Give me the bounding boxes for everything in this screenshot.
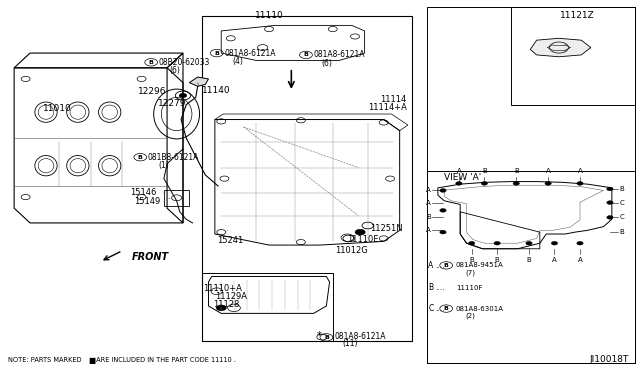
Text: (6): (6) xyxy=(170,66,180,75)
Circle shape xyxy=(216,305,227,311)
Text: B: B xyxy=(428,283,433,292)
Text: B: B xyxy=(426,214,431,220)
Circle shape xyxy=(179,93,187,98)
Bar xyxy=(511,7,636,105)
Text: 12279: 12279 xyxy=(157,99,186,108)
Circle shape xyxy=(456,182,462,185)
Text: 11110F: 11110F xyxy=(456,285,482,291)
Text: A: A xyxy=(426,187,431,193)
Text: 11140: 11140 xyxy=(202,86,230,95)
Circle shape xyxy=(607,215,613,219)
Text: 11012G: 11012G xyxy=(335,246,367,255)
Text: 11114: 11114 xyxy=(381,95,407,104)
Text: 081A8-6121A: 081A8-6121A xyxy=(225,49,276,58)
Text: 15149: 15149 xyxy=(134,197,160,206)
Text: ....: .... xyxy=(435,283,445,292)
Text: FRONT: FRONT xyxy=(132,252,169,262)
Text: A: A xyxy=(578,168,582,174)
Text: C: C xyxy=(620,200,624,206)
Text: B: B xyxy=(495,257,500,263)
Text: 11110: 11110 xyxy=(255,11,284,20)
Circle shape xyxy=(577,241,583,245)
Text: JI10018T: JI10018T xyxy=(589,355,629,364)
Circle shape xyxy=(440,230,446,234)
Text: B: B xyxy=(138,155,143,160)
Circle shape xyxy=(545,182,551,185)
Text: 11110E: 11110E xyxy=(347,235,378,244)
Text: A: A xyxy=(426,227,431,233)
Circle shape xyxy=(355,229,365,235)
Text: B: B xyxy=(620,229,624,235)
Bar xyxy=(202,273,333,341)
Circle shape xyxy=(607,187,613,191)
Bar xyxy=(164,190,189,206)
Circle shape xyxy=(577,182,583,185)
Text: ■: ■ xyxy=(88,356,95,365)
Text: B: B xyxy=(620,186,624,192)
Text: 11128: 11128 xyxy=(213,300,239,310)
Bar xyxy=(427,7,636,363)
Text: 081B8-6121A: 081B8-6121A xyxy=(148,153,199,162)
Circle shape xyxy=(607,201,613,205)
Text: B: B xyxy=(148,60,154,65)
Circle shape xyxy=(526,241,532,245)
Text: C: C xyxy=(620,214,624,220)
Circle shape xyxy=(513,182,520,185)
Text: 11121Z: 11121Z xyxy=(559,10,595,20)
Circle shape xyxy=(551,241,557,245)
Text: B: B xyxy=(469,257,474,263)
Circle shape xyxy=(494,241,500,245)
Text: (4): (4) xyxy=(232,57,243,66)
Text: A: A xyxy=(426,200,431,206)
Text: 081A8-9451A: 081A8-9451A xyxy=(456,262,504,268)
Text: 11110+A: 11110+A xyxy=(204,284,243,293)
Text: A: A xyxy=(578,257,582,263)
Circle shape xyxy=(481,182,488,185)
Text: (7): (7) xyxy=(465,270,476,276)
Text: VIEW 'A': VIEW 'A' xyxy=(444,173,481,182)
Text: ....: .... xyxy=(435,304,445,313)
Circle shape xyxy=(440,209,446,212)
Circle shape xyxy=(440,189,446,192)
Text: B: B xyxy=(514,168,518,174)
Text: B: B xyxy=(444,306,449,311)
Text: B: B xyxy=(324,335,329,340)
Text: B: B xyxy=(527,257,531,263)
Circle shape xyxy=(468,241,475,245)
Text: (2): (2) xyxy=(465,313,475,319)
Text: 15241: 15241 xyxy=(217,236,243,245)
Text: 08B20-62033: 08B20-62033 xyxy=(159,58,210,67)
Text: C: C xyxy=(428,304,433,313)
Bar xyxy=(427,171,636,363)
Text: 15146: 15146 xyxy=(131,188,157,197)
Text: NOTE: PARTS MARKED: NOTE: PARTS MARKED xyxy=(8,357,81,363)
Text: (1): (1) xyxy=(159,161,170,170)
Text: 081A8-6301A: 081A8-6301A xyxy=(456,305,504,312)
Text: A: A xyxy=(456,168,461,174)
Text: B: B xyxy=(444,263,449,268)
Bar xyxy=(202,16,412,341)
Text: B: B xyxy=(303,52,308,57)
Text: 11114+A: 11114+A xyxy=(368,103,406,112)
Text: B: B xyxy=(482,168,487,174)
Text: B: B xyxy=(214,51,220,55)
Polygon shape xyxy=(531,38,591,57)
Text: A: A xyxy=(428,261,433,270)
Polygon shape xyxy=(189,77,209,86)
Text: 081A8-6121A: 081A8-6121A xyxy=(334,332,385,341)
Text: ARE INCLUDED IN THE PART CODE 11110 .: ARE INCLUDED IN THE PART CODE 11110 . xyxy=(95,357,236,363)
Text: ....: .... xyxy=(435,261,445,270)
Text: A: A xyxy=(546,168,550,174)
Text: 11129A: 11129A xyxy=(215,292,247,301)
Text: 081A8-6121A: 081A8-6121A xyxy=(314,51,365,60)
Text: 11010: 11010 xyxy=(43,104,72,113)
Text: 12296: 12296 xyxy=(138,87,167,96)
Text: (6): (6) xyxy=(321,58,332,68)
Text: 11251N: 11251N xyxy=(370,224,403,233)
Text: (11): (11) xyxy=(342,339,358,348)
Text: *: * xyxy=(316,331,321,341)
Text: A: A xyxy=(552,257,557,263)
